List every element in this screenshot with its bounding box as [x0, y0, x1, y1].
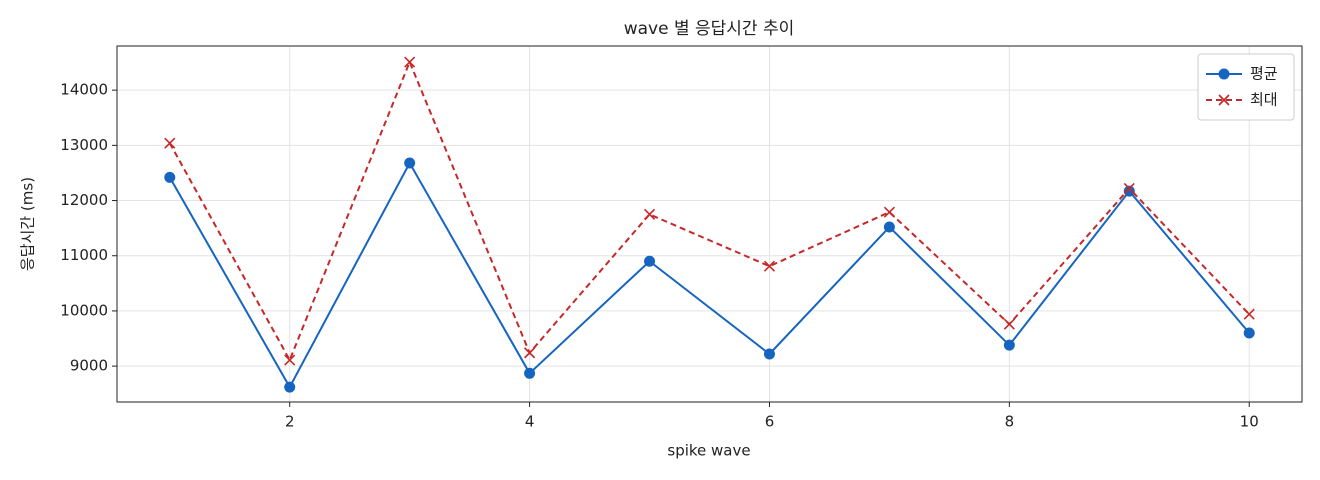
y-tick-label: 13000: [60, 136, 108, 154]
marker: [644, 255, 656, 267]
marker: [284, 381, 296, 393]
marker: [1003, 318, 1015, 330]
y-tick-label: 10000: [60, 301, 108, 319]
marker: [524, 347, 536, 359]
plot-frame: [116, 45, 1303, 403]
marker: [404, 157, 416, 169]
marker: [524, 367, 536, 379]
legend-box: [1197, 53, 1295, 121]
x-axis-label: spike wave: [667, 442, 750, 460]
marker: [763, 260, 776, 272]
marker: [1003, 339, 1015, 351]
legend-label: 최대: [1250, 91, 1278, 109]
marker: [404, 56, 416, 68]
marker: [883, 206, 895, 218]
marker: [1243, 327, 1255, 339]
marker: [1218, 68, 1230, 80]
marker: [643, 208, 656, 220]
marker: [1218, 94, 1230, 106]
chart-title: wave 별 응답시간 추이: [624, 19, 795, 39]
y-tick-label: 11000: [60, 246, 108, 264]
marker: [164, 171, 176, 183]
x-tick-label: 8: [1005, 413, 1015, 431]
marker: [763, 348, 775, 360]
y-axis-label: 응답시간 (ms): [19, 177, 37, 271]
legend-label: 평균: [1250, 65, 1278, 83]
x-tick-label: 2: [285, 413, 295, 431]
marker: [883, 221, 895, 233]
marker: [1243, 308, 1255, 320]
x-tick-label: 4: [525, 413, 535, 431]
y-tick-label: 12000: [60, 191, 108, 209]
y-tick-label: 9000: [70, 357, 108, 375]
y-tick-label: 14000: [60, 81, 108, 99]
marker: [284, 354, 296, 366]
x-tick-label: 6: [765, 413, 775, 431]
marker: [1123, 185, 1135, 197]
x-tick-label: 10: [1240, 413, 1259, 431]
series-line: [168, 59, 1250, 363]
marker: [164, 137, 176, 149]
series-line: [168, 160, 1250, 390]
marker: [1123, 182, 1135, 194]
